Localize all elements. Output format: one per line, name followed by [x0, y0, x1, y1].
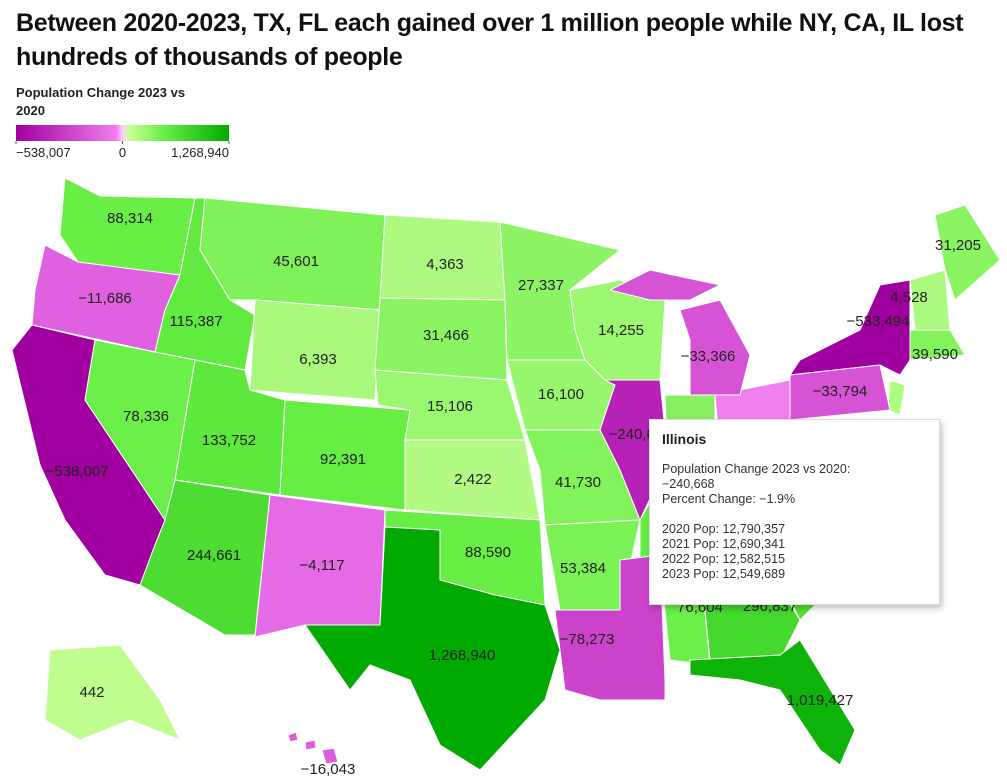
state-shape [689, 639, 856, 766]
tooltip-line: 2021 Pop: 12,690,341 [662, 537, 786, 551]
state-label: 16,100 [538, 386, 584, 403]
state-label: 15,106 [427, 398, 473, 415]
state-label: 6,393 [299, 351, 337, 368]
state-label: 31,466 [423, 327, 469, 344]
state-label: 31,205 [935, 237, 981, 254]
states [11, 177, 1001, 771]
state-label: 14,255 [598, 322, 644, 339]
state-shape [934, 204, 1001, 301]
tooltip-line: 2023 Pop: 12,549,689 [662, 567, 786, 581]
state-label: −533,494 [847, 313, 910, 330]
legend-bar [16, 125, 229, 141]
legend-tick-label: 0 [119, 145, 126, 160]
title: Between 2020-2023, TX, FL each gained ov… [16, 9, 964, 71]
state-label: 53,384 [560, 560, 606, 577]
tooltip-line: Population Change 2023 vs 2020: [662, 462, 851, 476]
legend-tick-label: −538,007 [16, 145, 71, 160]
state-label: −33,794 [813, 383, 868, 400]
tooltip: Illinois Population Change 2023 vs 2020:… [649, 419, 940, 605]
state-label: 1,019,427 [787, 692, 854, 709]
state-label: 4,528 [890, 289, 928, 306]
legend-tick-label: 1,268,940 [171, 145, 229, 160]
state-label: −538,007 [46, 463, 109, 480]
state-shape [554, 554, 666, 701]
state-shape [44, 644, 182, 741]
state-shape [304, 526, 561, 771]
tooltip-title: Illinois [662, 431, 707, 447]
state-label: 133,752 [202, 432, 256, 449]
state-label: 442 [79, 684, 104, 701]
state-label: −78,273 [560, 631, 615, 648]
state-label: 78,336 [123, 408, 169, 425]
state-shape [887, 379, 906, 416]
state-label: 45,601 [273, 253, 319, 270]
state-shape [249, 299, 381, 401]
state-shape [789, 364, 891, 421]
state-shape [909, 329, 966, 361]
state-label: 244,661 [187, 547, 241, 564]
tooltip-line: 2020 Pop: 12,790,357 [662, 522, 786, 536]
state-label: 41,730 [555, 474, 601, 491]
state-label: 2,422 [454, 471, 492, 488]
state-label: 4,363 [426, 256, 464, 273]
tooltip-line: Percent Change: −1.9% [662, 492, 796, 506]
state-label: 27,337 [518, 277, 564, 294]
state-shape [287, 731, 339, 765]
state-label: 88,314 [107, 210, 153, 227]
state-label: 115,387 [169, 313, 222, 330]
state-labels: 88,314 −11,686 −538,007 115,387 78,336 45,601… [46, 210, 981, 777]
state-shape [608, 269, 751, 396]
state-label: −4,117 [299, 557, 344, 574]
state-label: 39,590 [912, 346, 958, 363]
state-label: −11,686 [78, 290, 132, 307]
state-label: 92,391 [320, 451, 366, 468]
state-label: −16,043 [301, 761, 356, 777]
tooltip-line: −240,668 [662, 477, 715, 491]
state-label: 88,590 [465, 544, 511, 561]
tooltip-line: 2022 Pop: 12,582,515 [662, 552, 786, 566]
state-label: −33,366 [681, 348, 736, 365]
legend-title: Population Change 2023 vs 2020 [16, 85, 186, 118]
state-label: 1,268,940 [429, 647, 496, 664]
